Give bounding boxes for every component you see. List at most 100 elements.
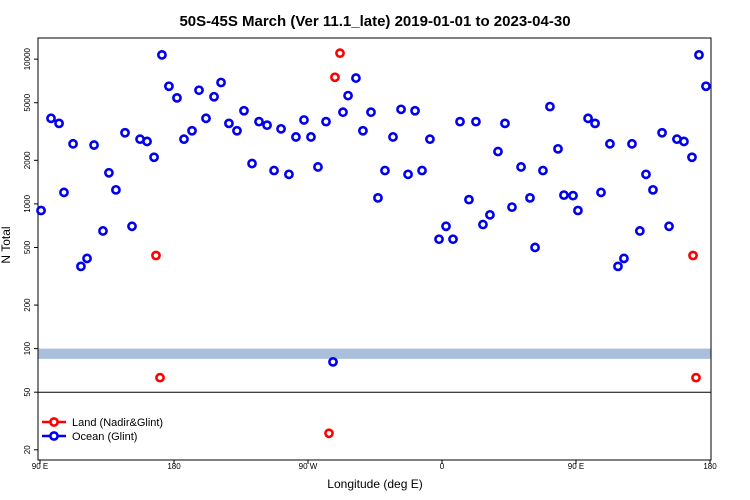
point (276, 123, 286, 134)
point (46, 113, 56, 124)
point (239, 105, 249, 116)
point (149, 152, 159, 163)
point (194, 85, 204, 96)
point (553, 143, 563, 154)
point (321, 116, 331, 127)
point (179, 134, 189, 145)
y-tick-label: 1000 (23, 194, 32, 212)
y-tick-label: 5000 (23, 93, 32, 111)
point (434, 234, 444, 245)
point (687, 152, 697, 163)
point (120, 127, 130, 138)
point (605, 138, 615, 149)
point (568, 190, 578, 201)
legend-marker (49, 417, 59, 427)
y-tick-label: 2000 (23, 151, 32, 169)
point (157, 49, 167, 60)
point (98, 226, 108, 236)
y-tick-label: 500 (23, 240, 32, 254)
point (127, 221, 137, 232)
point (373, 192, 383, 203)
point (613, 261, 623, 272)
point (306, 132, 316, 142)
x-tick-label: 90 W (299, 462, 318, 471)
point (172, 92, 182, 103)
point (232, 125, 242, 136)
point (358, 125, 368, 136)
point (82, 253, 92, 264)
point (313, 162, 323, 172)
point (330, 72, 340, 83)
point (209, 91, 219, 102)
chart-title: 50S-45S March (Ver 11.1_late) 2019-01-01… (179, 13, 570, 30)
point (530, 242, 540, 253)
point (335, 48, 345, 59)
point (448, 234, 458, 245)
point (36, 205, 46, 216)
point (284, 169, 294, 180)
point (657, 127, 667, 138)
point (410, 105, 420, 116)
x-tick-label: 180 (167, 462, 181, 471)
point (291, 132, 301, 142)
point (694, 49, 704, 60)
point (388, 132, 398, 142)
point (641, 169, 651, 180)
y-axis-label: N Total (0, 226, 13, 263)
point (478, 219, 488, 230)
legend-marker (49, 431, 59, 441)
point (425, 134, 435, 145)
point (299, 115, 309, 125)
point (54, 118, 64, 129)
reference-band (38, 348, 711, 359)
point (507, 202, 517, 213)
point (701, 81, 711, 92)
point (583, 113, 593, 124)
point (485, 209, 495, 220)
x-tick-label: 180 (703, 462, 717, 471)
point (262, 120, 272, 131)
point (441, 221, 451, 232)
point (328, 356, 338, 367)
point (455, 116, 465, 127)
point (471, 116, 481, 127)
x-axis-label: Longitude (deg E) (327, 477, 422, 491)
point (590, 118, 600, 129)
point (573, 205, 583, 216)
point (464, 194, 474, 205)
point (417, 165, 427, 176)
point (76, 261, 86, 272)
point (538, 165, 548, 176)
point (619, 253, 629, 264)
y-tick-label: 20 (23, 445, 32, 454)
point (68, 138, 78, 149)
point (142, 136, 152, 147)
y-tick-label: 200 (23, 298, 32, 312)
point (201, 113, 211, 124)
y-tick-label: 100 (23, 341, 32, 355)
plot-frame (37, 37, 712, 461)
point (104, 167, 114, 178)
point (164, 81, 174, 92)
point (89, 140, 99, 150)
point (545, 101, 555, 112)
point (254, 116, 264, 127)
point (516, 162, 526, 172)
point (679, 136, 689, 147)
point (155, 372, 165, 383)
point (111, 184, 121, 195)
x-tick-label: 0 (440, 462, 445, 471)
point (187, 125, 197, 136)
point (664, 221, 674, 232)
point (224, 118, 234, 129)
point (559, 190, 569, 200)
y-tick-label: 10000 (23, 47, 32, 70)
y-tick-label: 50 (23, 387, 32, 396)
point (216, 77, 226, 88)
point (366, 107, 376, 118)
point (403, 169, 413, 180)
point (648, 184, 658, 195)
point (351, 73, 361, 83)
point (627, 138, 637, 149)
